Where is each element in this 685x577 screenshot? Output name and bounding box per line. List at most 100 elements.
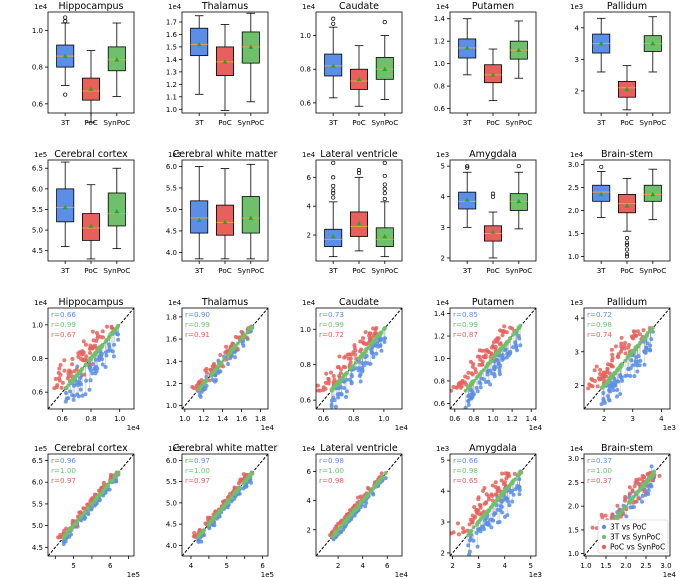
x-tick-label: 1.8 xyxy=(255,415,266,423)
category-label: PoC xyxy=(352,266,366,275)
panel-title: Hippocampus xyxy=(59,297,124,308)
point-3t-vs-poc xyxy=(110,349,115,354)
y-tick-label: 5.0 xyxy=(32,522,43,530)
point-3t-vs-poc xyxy=(87,387,92,392)
point-poc-vs-synpoc xyxy=(90,329,95,334)
panel-frame xyxy=(315,11,403,114)
outlier-point xyxy=(382,173,387,178)
pair-link xyxy=(473,527,475,541)
point-3t-vs-poc xyxy=(218,369,223,374)
point-3t-vs-synpoc xyxy=(229,495,234,500)
panel-title: Caudate xyxy=(339,1,379,12)
boxplot-panel-hippocampus: Hippocampus 1e4 0.6 0.8 1.0 3T PoC SynPoC xyxy=(32,1,135,127)
mean-marker xyxy=(88,223,94,228)
point-poc-vs-synpoc xyxy=(336,365,341,370)
point-3t-vs-poc xyxy=(116,337,121,342)
point-3t-vs-synpoc xyxy=(510,480,515,485)
point-poc-vs-synpoc xyxy=(208,367,213,372)
point-3t-vs-synpoc xyxy=(245,330,250,335)
outlier-point xyxy=(331,195,336,200)
point-3t-vs-poc xyxy=(517,485,522,490)
point-poc-vs-synpoc xyxy=(365,486,370,491)
y-tick-label: 2 xyxy=(575,382,579,390)
point-poc-vs-synpoc xyxy=(232,485,237,490)
y-tick-label: 6 xyxy=(307,468,312,476)
point-3t-vs-synpoc xyxy=(222,357,227,362)
point-3t-vs-poc xyxy=(517,492,522,497)
point-3t-vs-synpoc xyxy=(471,525,476,530)
point-3t-vs-poc xyxy=(356,359,361,364)
point-poc-vs-synpoc xyxy=(58,363,63,368)
point-poc-vs-synpoc xyxy=(459,384,464,389)
point-poc-vs-synpoc xyxy=(88,350,93,355)
y-axis-exponent: 1e4 xyxy=(168,299,182,307)
r-value-label: r=0.37 xyxy=(587,456,612,465)
point-3t-vs-synpoc xyxy=(471,378,476,383)
outlier-point xyxy=(356,170,362,176)
point-3t-vs-poc xyxy=(485,372,490,377)
point-poc-vs-synpoc xyxy=(364,342,369,347)
point-3t-vs-synpoc xyxy=(107,480,112,485)
y-tick-label: 2 xyxy=(307,232,311,240)
mean-marker xyxy=(88,86,94,91)
point-3t-vs-poc xyxy=(383,476,388,481)
point-3t-vs-synpoc xyxy=(354,507,359,512)
point-poc-vs-synpoc xyxy=(60,380,65,385)
x-tick-label: 3 xyxy=(476,562,480,570)
point-3t-vs-synpoc xyxy=(626,354,631,359)
point-3t-vs-poc xyxy=(493,511,498,516)
x-tick-label: 6 xyxy=(108,562,113,570)
category-label: PoC xyxy=(218,266,232,275)
outlier-point xyxy=(331,21,336,26)
point-3t-vs-synpoc xyxy=(216,364,221,369)
point-3t-vs-poc xyxy=(498,503,503,508)
point-3t-vs-poc xyxy=(646,491,651,496)
point-poc-vs-synpoc xyxy=(66,374,71,379)
point-poc-vs-synpoc xyxy=(363,330,368,335)
point-3t-vs-poc xyxy=(645,341,650,346)
point-3t-vs-synpoc xyxy=(488,360,493,365)
axis-exponent: 1e4 xyxy=(168,3,182,11)
point-3t-vs-poc xyxy=(349,372,354,377)
point-3t-vs-poc xyxy=(510,499,515,504)
mean-marker xyxy=(598,40,604,46)
point-3t-vs-synpoc xyxy=(330,534,335,539)
point-3t-vs-synpoc xyxy=(630,495,635,500)
panel-title: Pallidum xyxy=(607,1,647,12)
point-3t-vs-synpoc xyxy=(232,345,237,350)
point-3t-vs-poc xyxy=(614,394,619,399)
mean-marker xyxy=(516,198,522,204)
point-poc-vs-synpoc xyxy=(475,508,480,513)
point-3t-vs-synpoc xyxy=(64,385,69,390)
point-3t-vs-synpoc xyxy=(115,324,120,329)
point-3t-vs-poc xyxy=(489,371,494,376)
point-poc-vs-synpoc xyxy=(355,495,360,500)
mean-marker xyxy=(624,86,630,92)
y-tick-label: 0.8 xyxy=(300,66,311,74)
point-poc-vs-synpoc xyxy=(627,491,632,496)
panel-frame xyxy=(583,453,671,557)
point-poc-vs-synpoc xyxy=(610,358,615,363)
point-3t-vs-synpoc xyxy=(336,527,341,532)
point-3t-vs-poc xyxy=(475,389,480,394)
point-3t-vs-poc xyxy=(500,355,505,360)
point-3t-vs-poc xyxy=(368,361,373,366)
point-3t-vs-synpoc xyxy=(204,377,209,382)
point-3t-vs-poc xyxy=(344,389,349,394)
point-3t-vs-synpoc xyxy=(199,530,204,535)
point-3t-vs-poc xyxy=(378,343,383,348)
box-3t xyxy=(190,200,209,234)
y-tick-label: 0.6 xyxy=(32,389,44,397)
x-tick-label: 1.2 xyxy=(198,415,209,423)
point-3t-vs-synpoc xyxy=(223,502,228,507)
y-tick-label: 1.0 xyxy=(434,355,445,363)
axis-exponent: 1e3 xyxy=(436,151,449,159)
mean-marker xyxy=(222,219,228,225)
point-3t-vs-poc xyxy=(481,377,486,382)
y-tick-label: 1.0 xyxy=(568,550,579,558)
point-3t-vs-poc xyxy=(61,539,66,544)
scatter-panel-cerebral-white-matter: Cerebral white matter1e51e5r=0.97r=1.00r… xyxy=(166,443,278,577)
panel-frame xyxy=(181,159,269,262)
outlier-point xyxy=(624,252,630,257)
y-axis-exponent: 1e4 xyxy=(570,445,584,453)
